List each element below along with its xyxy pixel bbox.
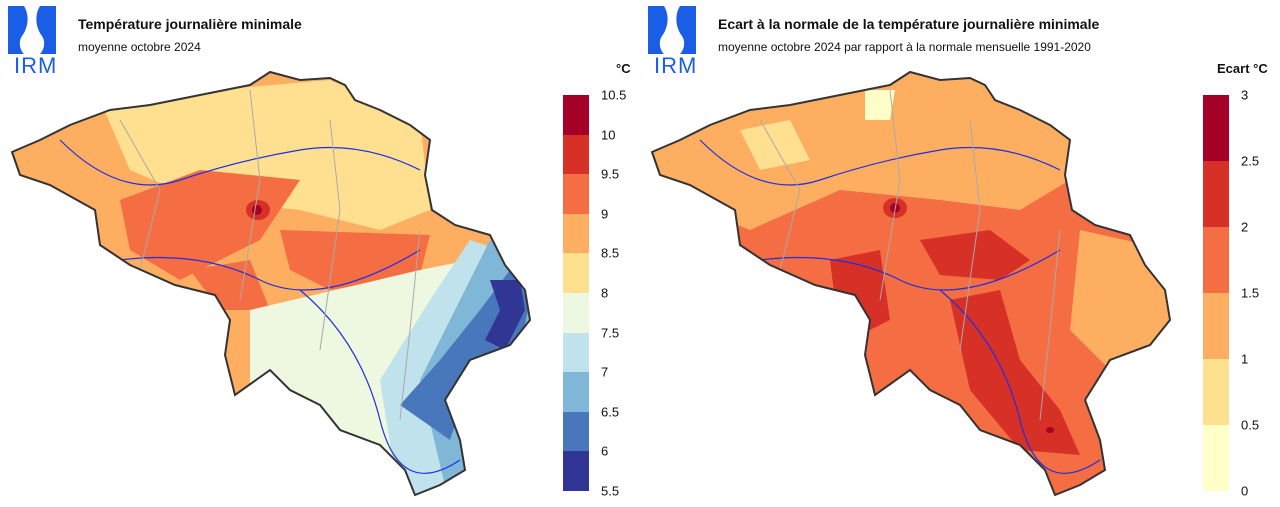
- legend-swatch: [563, 174, 589, 214]
- irm-logo: IRM: [648, 6, 696, 77]
- legend-tick-label: 5.5: [601, 483, 620, 499]
- zone-9-9.5-east: [280, 230, 430, 290]
- rivers: [699, 139, 1101, 474]
- color-legend: [563, 95, 589, 491]
- map-subtitle: moyenne octobre 2024: [78, 40, 201, 54]
- legend-swatch: [563, 451, 589, 491]
- legend-tick-label: 3: [1241, 87, 1249, 103]
- legend-tick-label: 9: [601, 206, 609, 222]
- zone-9-9.5-south: [190, 260, 270, 310]
- map-title: Ecart à la normale de la température jou…: [718, 16, 1100, 32]
- color-legend: [1203, 95, 1229, 491]
- legend-tick-label: 0.5: [1241, 417, 1260, 433]
- legend-tick-label: 8: [601, 285, 609, 301]
- legend-swatch: [563, 134, 589, 175]
- legend-ticks: 10.5 10 9.5 9 8.5 8 7.5 7 6.5 6 5.5: [601, 88, 641, 499]
- legend-tick-label: 10.5: [601, 87, 627, 103]
- zone-2-2.5-centre: [920, 230, 1030, 280]
- legend-swatch: [563, 292, 589, 333]
- legend-ticks: 3 2.5 2 1.5 1 0.5 0: [1241, 88, 1280, 499]
- legend-tick-label: 2: [1241, 219, 1249, 235]
- legend-swatch: [1203, 161, 1229, 227]
- panel-temperature-min: IRM Température journalière minimale moy…: [8, 6, 641, 499]
- legend-swatch: [1203, 227, 1229, 293]
- legend-swatch: [1203, 425, 1229, 491]
- irm-logo: IRM: [8, 6, 56, 77]
- zone-6-6.5: [400, 270, 530, 440]
- province-borders: [759, 89, 1061, 421]
- legend-tick-label: 10: [601, 127, 616, 143]
- zone-2.5-3-south: [1046, 427, 1054, 433]
- belgium-anomaly-map: [651, 71, 1171, 496]
- legend-swatch: [563, 372, 589, 412]
- legend-tick-label: 9.5: [601, 166, 620, 182]
- legend-tick-label: 6.5: [601, 404, 620, 420]
- legend-swatch: [563, 253, 589, 293]
- map-title: Température journalière minimale: [78, 16, 302, 32]
- zone-5.5-6: [485, 280, 525, 350]
- legend-tick-label: 1.5: [1241, 285, 1260, 301]
- zone-0-0.5: [865, 90, 895, 120]
- legend-unit: °C: [616, 61, 631, 76]
- zone-10-10.5: [252, 205, 262, 215]
- zone-2-2.5-south: [950, 290, 1080, 455]
- legend-unit: Ecart °C: [1217, 61, 1268, 76]
- legend-tick-label: 0: [1241, 483, 1249, 499]
- legend-tick-label: 7: [601, 364, 609, 380]
- legend-tick-label: 8.5: [601, 245, 620, 261]
- legend-tick-label: 2.5: [1241, 153, 1260, 169]
- legend-swatch: [1203, 359, 1229, 425]
- legend-swatch: [1203, 95, 1229, 161]
- province-borders: [119, 89, 421, 421]
- legend-tick-label: 1: [1241, 351, 1249, 367]
- legend-swatch: [563, 332, 589, 373]
- zone-9-9.5-west: [120, 170, 300, 280]
- panel-temperature-anomaly: IRM Ecart à la normale de la température…: [640, 0, 1280, 507]
- legend-swatch: [563, 213, 589, 254]
- legend-swatch: [563, 95, 589, 135]
- rivers: [59, 139, 461, 474]
- legend-swatch: [1203, 293, 1229, 359]
- zone-0.5-1: [740, 120, 810, 170]
- legend-tick-label: 7.5: [601, 325, 620, 341]
- map-subtitle: moyenne octobre 2024 par rapport à la no…: [718, 40, 1091, 54]
- belgium-temperature-map: [11, 71, 531, 496]
- legend-tick-label: 6: [601, 443, 609, 459]
- legend-swatch: [563, 411, 589, 452]
